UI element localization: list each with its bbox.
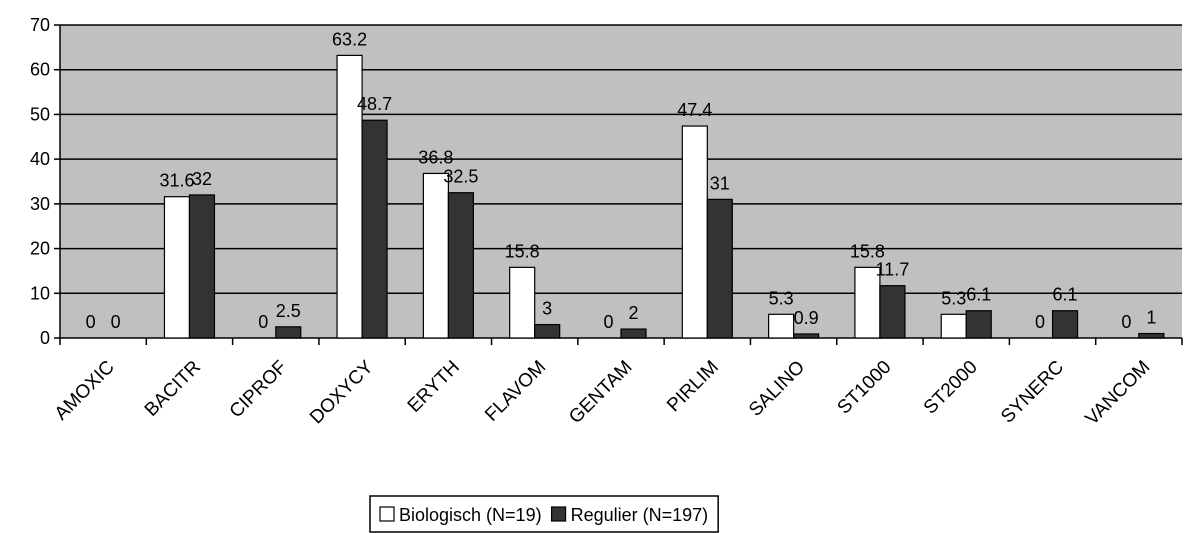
x-tick-label: GENTAM [565, 357, 636, 428]
data-label: 6.1 [966, 285, 991, 305]
bar [275, 326, 302, 339]
legend-label: Regulier (N=197) [571, 505, 709, 525]
data-label: 0 [1121, 312, 1131, 332]
bar [620, 328, 647, 339]
y-tick-label: 10 [30, 283, 50, 303]
data-label: 1 [1146, 308, 1156, 328]
bar [706, 198, 733, 339]
bar [163, 196, 191, 339]
bar [509, 266, 536, 339]
data-label: 0 [603, 312, 613, 332]
y-tick-label: 20 [30, 239, 50, 259]
bar [188, 194, 216, 339]
x-tick-label: CIPROF [226, 357, 292, 423]
data-label: 15.8 [850, 241, 885, 261]
data-label: 31 [710, 173, 730, 193]
legend-box [369, 495, 719, 533]
data-label: 0.9 [794, 308, 819, 328]
legend: Biologisch (N=19) Regulier (N=197) [369, 495, 719, 533]
bar [447, 192, 474, 339]
bar [534, 323, 561, 339]
data-label: 6.1 [1053, 285, 1078, 305]
x-tick-label: FLAVOM [481, 357, 550, 426]
bar [422, 172, 449, 339]
data-label: 31.6 [159, 171, 194, 191]
data-label: 3 [542, 299, 552, 319]
y-tick-label: 40 [30, 149, 50, 169]
data-label: 0 [258, 312, 268, 332]
data-label: 47.4 [677, 100, 712, 120]
x-tick-label: SYNERC [997, 357, 1068, 428]
data-label: 32.5 [443, 167, 478, 187]
bar [1138, 332, 1165, 339]
legend-label: Biologisch (N=19) [399, 505, 542, 525]
bar [940, 313, 967, 339]
y-tick-label: 50 [30, 104, 50, 124]
x-tick-label: BACITR [141, 357, 205, 421]
x-tick-label: PIRLIM [663, 357, 723, 417]
bar [879, 285, 906, 339]
data-label: 0 [111, 312, 121, 332]
data-label: 36.8 [418, 147, 453, 167]
data-label: 48.7 [357, 94, 392, 114]
data-label: 2.5 [276, 301, 301, 321]
bar [965, 310, 992, 339]
x-tick-label: AMOXIC [51, 357, 119, 425]
x-tick-label: DOXYCY [306, 356, 378, 428]
data-label: 15.8 [505, 241, 540, 261]
data-label: 32 [192, 169, 212, 189]
y-tick-label: 30 [30, 194, 50, 214]
bar [768, 313, 795, 339]
data-label: 0 [1035, 312, 1045, 332]
data-label: 2 [628, 303, 638, 323]
y-tick-label: 60 [30, 60, 50, 80]
legend-swatch [550, 506, 567, 522]
bar [793, 333, 820, 339]
plot-area [60, 25, 1182, 338]
data-label: 63.2 [332, 29, 367, 49]
data-label: 11.7 [876, 260, 910, 280]
bar [336, 54, 363, 339]
data-label: 5.3 [941, 288, 966, 308]
y-tick-label: 0 [40, 328, 50, 348]
bar [361, 119, 388, 339]
x-tick-label: SALINO [745, 357, 809, 421]
y-tick-label: 70 [30, 15, 50, 35]
x-tick-label: ERYTH [404, 357, 464, 417]
legend-swatch [379, 506, 395, 522]
x-tick-label: ST2000 [920, 357, 982, 419]
bar [1051, 310, 1079, 339]
x-tick-label: VANCOM [1082, 357, 1155, 430]
data-label: 0 [86, 312, 96, 332]
x-tick-label: ST1000 [834, 357, 896, 419]
bar [681, 125, 708, 339]
data-label: 5.3 [769, 288, 794, 308]
